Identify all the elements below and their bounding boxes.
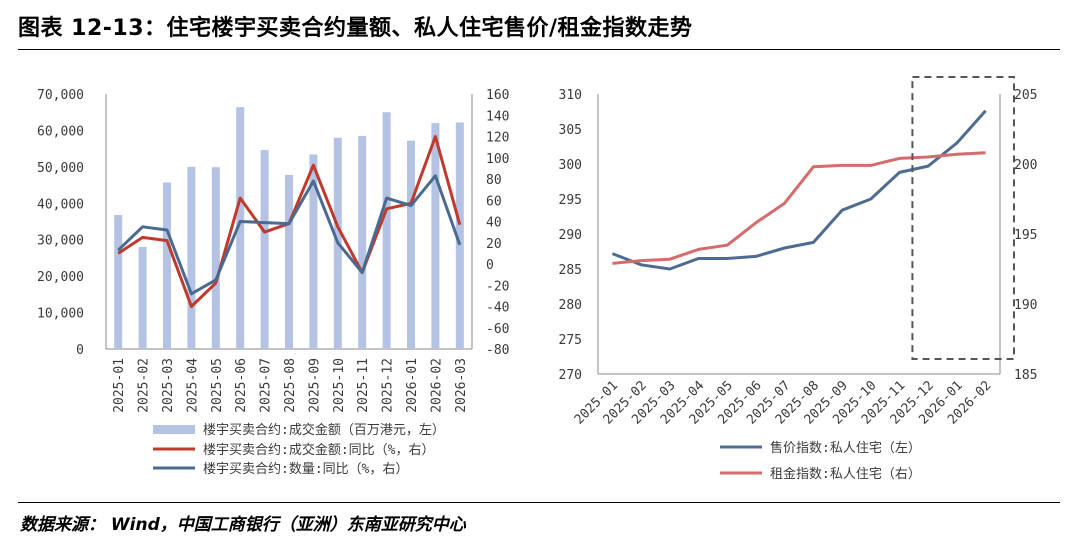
y-left-tick-label: 290 bbox=[559, 228, 582, 243]
y-right-tick-label: 0 bbox=[486, 258, 494, 273]
x-tick-label: 2025-01 bbox=[112, 358, 127, 413]
y-left-tick-label: 50,000 bbox=[37, 161, 84, 176]
y-right-tick-label: 195 bbox=[1014, 228, 1037, 243]
x-tick-label: 2026-02 bbox=[429, 358, 444, 413]
x-tick-label: 2025-06 bbox=[234, 358, 249, 413]
x-tick-label: 2025-03 bbox=[161, 358, 176, 413]
y-left-tick-label: 295 bbox=[559, 193, 582, 208]
amount-bar bbox=[260, 150, 269, 349]
y-left-tick-label: 270 bbox=[559, 368, 582, 383]
y-right-tick-label: 160 bbox=[486, 88, 509, 103]
amount-bar bbox=[431, 123, 440, 350]
y-right-tick-label: 185 bbox=[1014, 368, 1037, 383]
y-right-tick-label: 40 bbox=[486, 216, 502, 231]
y-left-tick-label: 300 bbox=[559, 158, 582, 173]
y-left-tick-label: 280 bbox=[559, 298, 582, 313]
y-right-tick-label: 20 bbox=[486, 237, 502, 252]
y-right-tick-label: 120 bbox=[486, 131, 509, 146]
y-left-tick-label: 285 bbox=[559, 263, 582, 278]
x-tick-label: 2025-09 bbox=[307, 358, 322, 413]
y-right-tick-label: 200 bbox=[1014, 158, 1037, 173]
highlight-box bbox=[911, 76, 1016, 360]
y-right-tick-label: -60 bbox=[486, 322, 509, 337]
amount-bar bbox=[138, 247, 147, 349]
y-left-tick-label: 305 bbox=[559, 123, 582, 138]
y-left-tick-label: 70,000 bbox=[37, 88, 84, 103]
y-right-tick-label: 60 bbox=[486, 194, 502, 209]
volume-yoy-line bbox=[117, 174, 462, 296]
amount-bar bbox=[358, 135, 367, 349]
x-tick-label: 2026-03 bbox=[454, 358, 469, 413]
amount-bar bbox=[309, 154, 318, 349]
amount-bar bbox=[382, 112, 391, 349]
y-left-tick-label: 40,000 bbox=[37, 197, 84, 212]
x-tick-label: 2025-11 bbox=[356, 358, 371, 413]
source-note: 数据来源： Wind，中国工商银行（亚洲）东南亚研究中心 bbox=[20, 515, 466, 535]
y-right-tick-label: 140 bbox=[486, 109, 509, 124]
x-tick-label: 2025-10 bbox=[332, 358, 347, 413]
x-tick-label: 2025-08 bbox=[283, 358, 298, 413]
legend-swatch-amount bbox=[153, 425, 195, 434]
y-right-tick-label: 190 bbox=[1014, 298, 1037, 313]
legend-label: 楼宇买卖合约:成交金额:同比（%，右） bbox=[203, 442, 434, 458]
transactions-chart: 0 10,000 20,000 30,000 40,000 50,000 60,000 70,… bbox=[37, 88, 509, 477]
price-rent-index-chart: 270 275 280 285 290 295 300 305 310 185 190 195 200 2… bbox=[559, 76, 1037, 482]
x-tick-label: 2025-02 bbox=[137, 358, 152, 413]
legend-label: 楼宇买卖合约:数量:同比（%，右） bbox=[203, 462, 408, 477]
x-tick-label: 2025-07 bbox=[259, 358, 274, 413]
page-title: 图表 12-13：住宅楼宇买卖合约量额、私人住宅售价/租金指数走势 bbox=[18, 16, 693, 41]
x-tick-label: 2026-01 bbox=[405, 358, 420, 413]
y-left-tick-label: 30,000 bbox=[37, 234, 84, 249]
title-rule bbox=[18, 49, 1060, 50]
y-right-tick-label: -20 bbox=[486, 279, 509, 294]
amount-bar bbox=[211, 167, 220, 349]
legend-label: 租金指数:私人住宅（右） bbox=[770, 466, 921, 482]
y-right-tick-label: -40 bbox=[486, 301, 509, 316]
amount-bar bbox=[285, 174, 293, 349]
amount-bar bbox=[187, 166, 196, 349]
amount-bar bbox=[407, 140, 415, 349]
y-left-tick-label: 310 bbox=[559, 88, 582, 103]
y-left-tick-label: 275 bbox=[559, 333, 582, 348]
x-tick-label: 2025-12 bbox=[381, 358, 396, 413]
y-left-tick-label: 20,000 bbox=[37, 270, 84, 285]
y-right-tick-label: -80 bbox=[486, 343, 509, 358]
amount-bar bbox=[236, 107, 245, 349]
y-right-tick-label: 80 bbox=[486, 173, 502, 188]
y-left-tick-label: 0 bbox=[76, 343, 84, 358]
amount-bar bbox=[455, 122, 464, 350]
x-tick-label: 2025-04 bbox=[185, 358, 200, 413]
y-left-tick-label: 10,000 bbox=[37, 307, 84, 322]
rent-index-line bbox=[612, 151, 986, 265]
legend-label: 楼宇买卖合约:成交金额（百万港元，左） bbox=[203, 422, 445, 438]
y-right-tick-label: 205 bbox=[1014, 88, 1037, 103]
legend-label: 售价指数:私人住宅（左） bbox=[770, 440, 921, 456]
x-tick-label: 2025-05 bbox=[210, 358, 225, 413]
y-right-tick-label: 100 bbox=[486, 152, 509, 167]
amount-bar bbox=[163, 182, 171, 349]
source-rule bbox=[18, 502, 1060, 503]
y-left-tick-label: 60,000 bbox=[37, 124, 84, 139]
price-index-line bbox=[611, 109, 987, 271]
amount-bar bbox=[114, 214, 123, 349]
